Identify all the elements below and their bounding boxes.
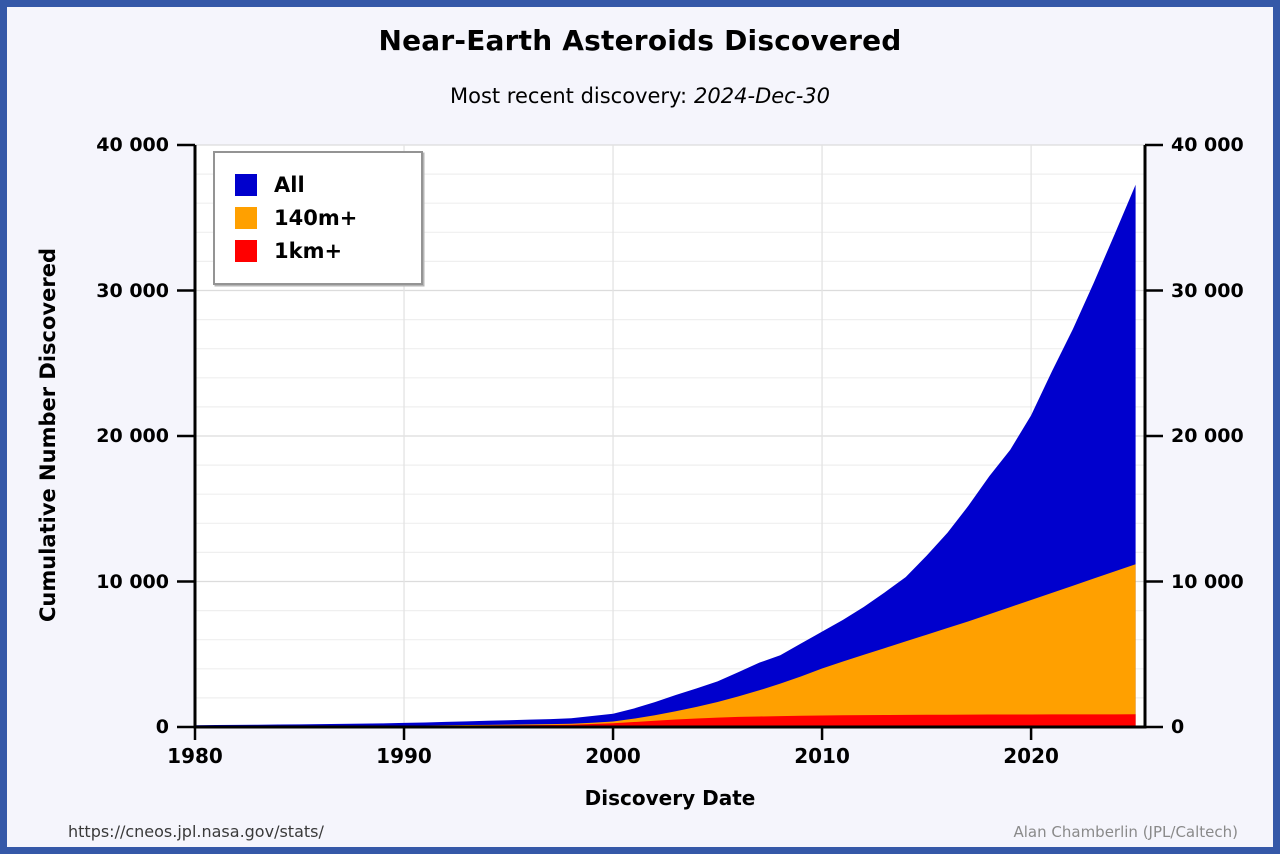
y-axis-tick-label-right: 10 000 xyxy=(1171,570,1244,593)
chart-canvas xyxy=(177,143,1163,740)
chart-subtitle: Most recent discovery: 2024-Dec-30 xyxy=(0,84,1280,108)
legend-label-140m: 140m+ xyxy=(274,206,358,230)
y-axis-tick-label-left: 20 000 xyxy=(96,425,169,447)
x-axis-tick-label: 1990 xyxy=(376,744,432,768)
y-axis-tick-label-right: 40 000 xyxy=(1171,134,1244,156)
legend-label-all: All xyxy=(274,173,305,197)
legend-item-all: All xyxy=(235,173,421,197)
legend-item-1km: 1km+ xyxy=(235,239,421,263)
y-axis-tick-label-right: 20 000 xyxy=(1171,425,1244,447)
source-url: https://cneos.jpl.nasa.gov/stats/ xyxy=(68,822,324,841)
y-axis-tick-label-right: 30 000 xyxy=(1171,279,1244,302)
y-axis-tick-label-left: 0 xyxy=(155,716,169,738)
x-axis-tick-label: 2000 xyxy=(585,744,641,768)
y-axis-tick-label-left: 40 000 xyxy=(96,134,169,156)
legend-swatch-all-icon xyxy=(235,174,257,196)
legend: All 140m+ 1km+ xyxy=(213,151,423,285)
credit-text: Alan Chamberlin (JPL/Caltech) xyxy=(1013,823,1239,841)
x-axis-title: Discovery Date xyxy=(584,786,756,810)
area-all xyxy=(195,184,1136,727)
legend-swatch-1km-icon xyxy=(235,240,257,262)
chart-title: Near-Earth Asteroids Discovered xyxy=(378,24,902,57)
y-axis-tick-label-left: 30 000 xyxy=(96,279,169,302)
x-axis-tick-label: 2020 xyxy=(1003,744,1059,768)
x-axis-tick-label: 1980 xyxy=(167,744,223,768)
subtitle-prefix: Most recent discovery: xyxy=(449,84,688,108)
legend-swatch-140m-icon xyxy=(235,207,257,229)
area-140m xyxy=(195,564,1136,727)
subtitle-date: 2024-Dec-30 xyxy=(694,84,831,108)
legend-label-1km: 1km+ xyxy=(274,239,343,263)
y-axis-tick-label-right: 0 xyxy=(1171,716,1185,738)
y-axis-tick-label-left: 10 000 xyxy=(96,570,169,593)
area-1km xyxy=(195,714,1136,727)
x-axis-tick-label: 2010 xyxy=(794,744,850,768)
legend-item-140m: 140m+ xyxy=(235,206,421,230)
